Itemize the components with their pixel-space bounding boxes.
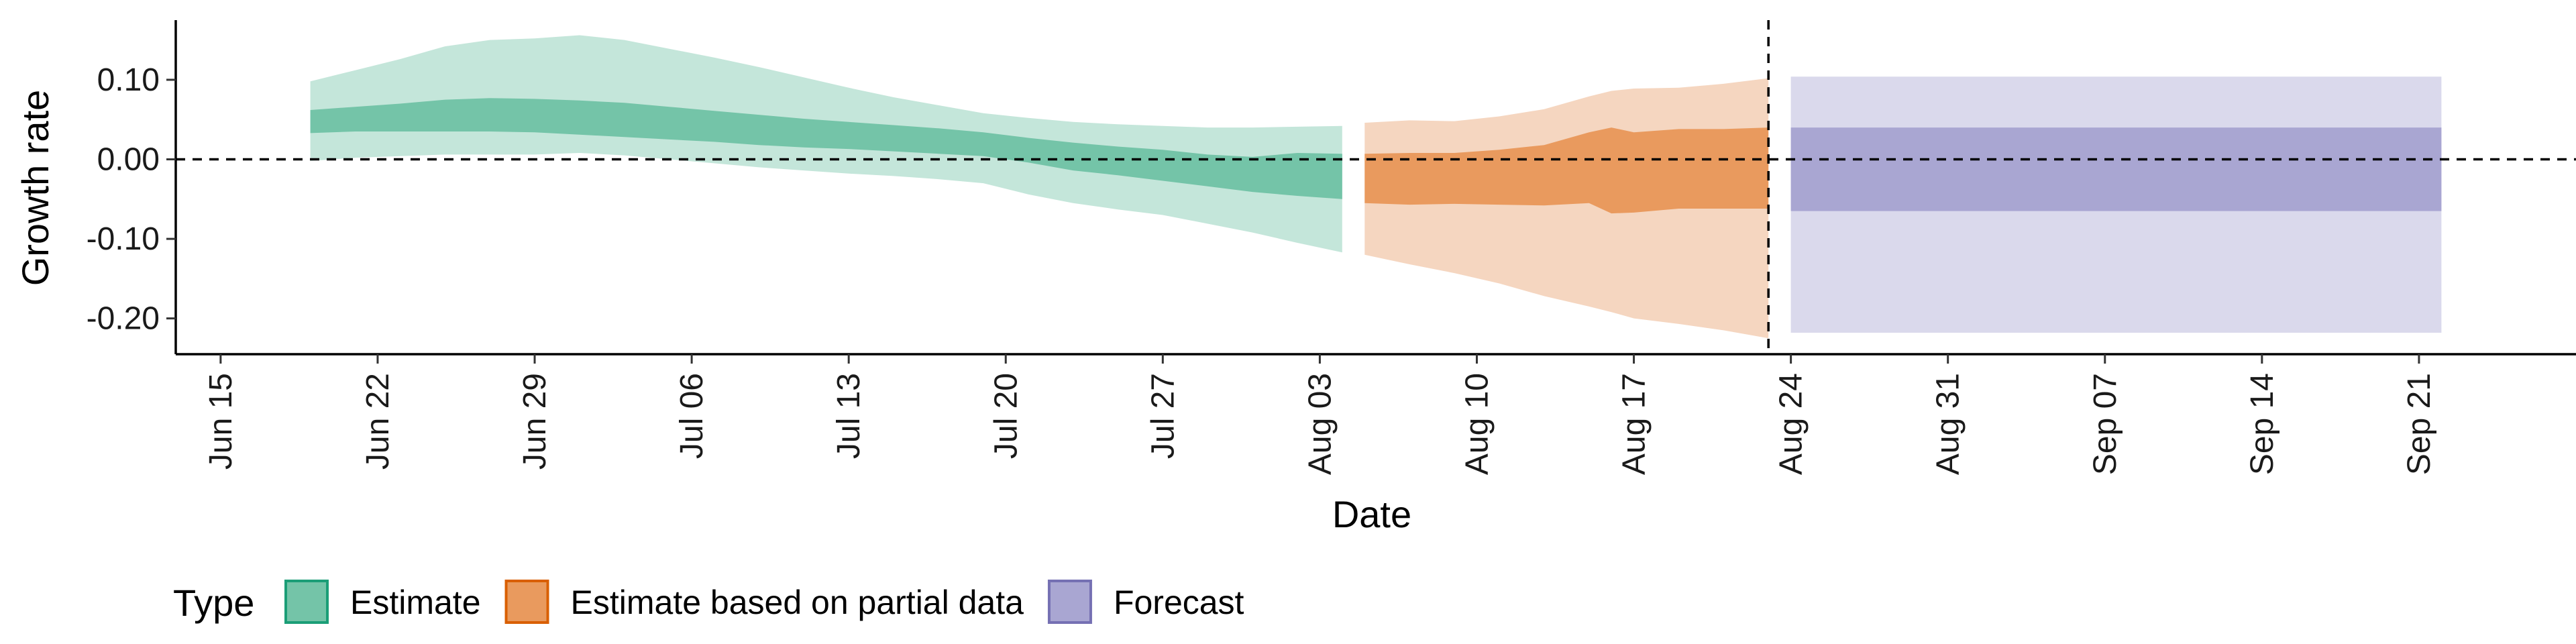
legend-title: Type: [173, 582, 254, 624]
y-tick-label: -0.10: [87, 221, 160, 257]
x-tick-label: Aug 17: [1617, 373, 1652, 475]
x-tick-label: Aug 24: [1774, 373, 1809, 475]
x-tick-label: Jun 22: [360, 373, 396, 470]
x-tick-label: Jul 27: [1145, 373, 1181, 459]
legend-label-forecast: Forecast: [1114, 584, 1244, 621]
legend-label-estimate: Estimate: [350, 584, 481, 621]
x-tick-label: Aug 03: [1302, 373, 1338, 475]
legend-key-estimate: [284, 580, 329, 624]
x-tick-label: Sep 07: [2088, 373, 2123, 475]
y-axis-title: Growth rate: [14, 90, 56, 286]
legend-label-estimate-based-on-partial-data: Estimate based on partial data: [571, 584, 1024, 621]
x-axis-title: Date: [1332, 493, 1411, 535]
estimate-inner-band: [310, 98, 1342, 199]
x-tick-label: Jul 20: [988, 373, 1024, 459]
y-tick-label: -0.20: [87, 301, 160, 337]
y-tick-label: 0.10: [97, 62, 160, 98]
x-tick-label: Aug 10: [1460, 373, 1495, 475]
forecast-inner-band: [1790, 127, 2442, 211]
x-tick-label: Jul 13: [831, 373, 867, 459]
x-tick-label: Sep 21: [2402, 373, 2437, 475]
reference-lines: [176, 20, 2576, 354]
x-tick-label: Jun 29: [517, 373, 553, 470]
y-tick-label: 0.00: [97, 142, 160, 178]
x-tick-label: Jun 15: [203, 373, 239, 470]
y-ticks: 0.10 0.00 -0.10 -0.20: [87, 62, 176, 337]
axes: [174, 20, 2576, 356]
x-ticks: Jun 15 Jun 22 Jun 29 Jul 06 Jul 13 Jul 20 Jul …: [203, 354, 2437, 475]
x-tick-label: Jul 06: [674, 373, 710, 459]
legend-key-forecast: [1047, 580, 1092, 624]
estimate-based-on-partial-data-inner-band: [1364, 127, 1769, 214]
legend-key-estimate-based-on-partial-data: [504, 580, 549, 624]
ribbon-layer: [310, 35, 2442, 339]
x-tick-label: Sep 14: [2245, 373, 2280, 475]
x-tick-label: Aug 31: [1931, 373, 1966, 475]
legend: Type Estimate Estimate based on partial d…: [173, 580, 1244, 624]
